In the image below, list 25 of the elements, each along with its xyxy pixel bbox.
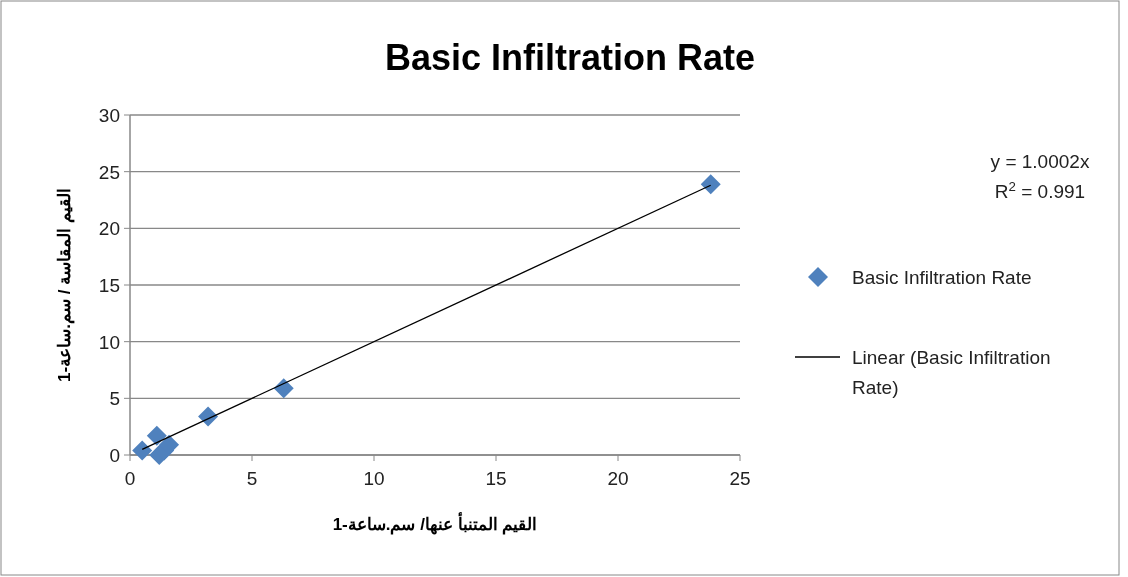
y-tick-label: 15 — [98, 275, 120, 296]
point — [146, 425, 167, 446]
y-tick-label: 20 — [98, 218, 120, 240]
y-tick-label: 0 — [109, 445, 120, 466]
point — [700, 174, 721, 195]
text: R$^{2}$ = 0.991 — [994, 178, 1086, 202]
point — [273, 378, 294, 399]
y-axis-title: القيم المقاسة / سم.ساعة-1 — [55, 188, 75, 382]
y-tick-label: 10 — [98, 331, 120, 353]
text: y = 1.0002x — [990, 151, 1090, 172]
x-tick-label: 0 — [124, 468, 136, 489]
y-tick-label: 25 — [98, 161, 120, 183]
x-tick-label: 25 — [729, 468, 751, 489]
x-tick-label: 10 — [363, 468, 385, 489]
legend-label: Basic Infiltration Rate — [852, 267, 1032, 288]
y-tick-label: 30 — [98, 105, 120, 126]
x-tick-label: 20 — [607, 468, 629, 489]
chart-title: Basic Infiltration Rate — [384, 37, 756, 78]
x-tick-label: 15 — [485, 468, 507, 489]
point — [132, 440, 153, 461]
y-tick-label: 5 — [109, 388, 120, 410]
legend-label: Linear (Basic Infiltration Rate) — [852, 347, 1051, 398]
x-tick-label: 5 — [246, 468, 258, 489]
x-axis-title: القيم المتنبأ عنها/ سم.ساعة-1 — [332, 511, 538, 535]
point — [198, 406, 219, 427]
